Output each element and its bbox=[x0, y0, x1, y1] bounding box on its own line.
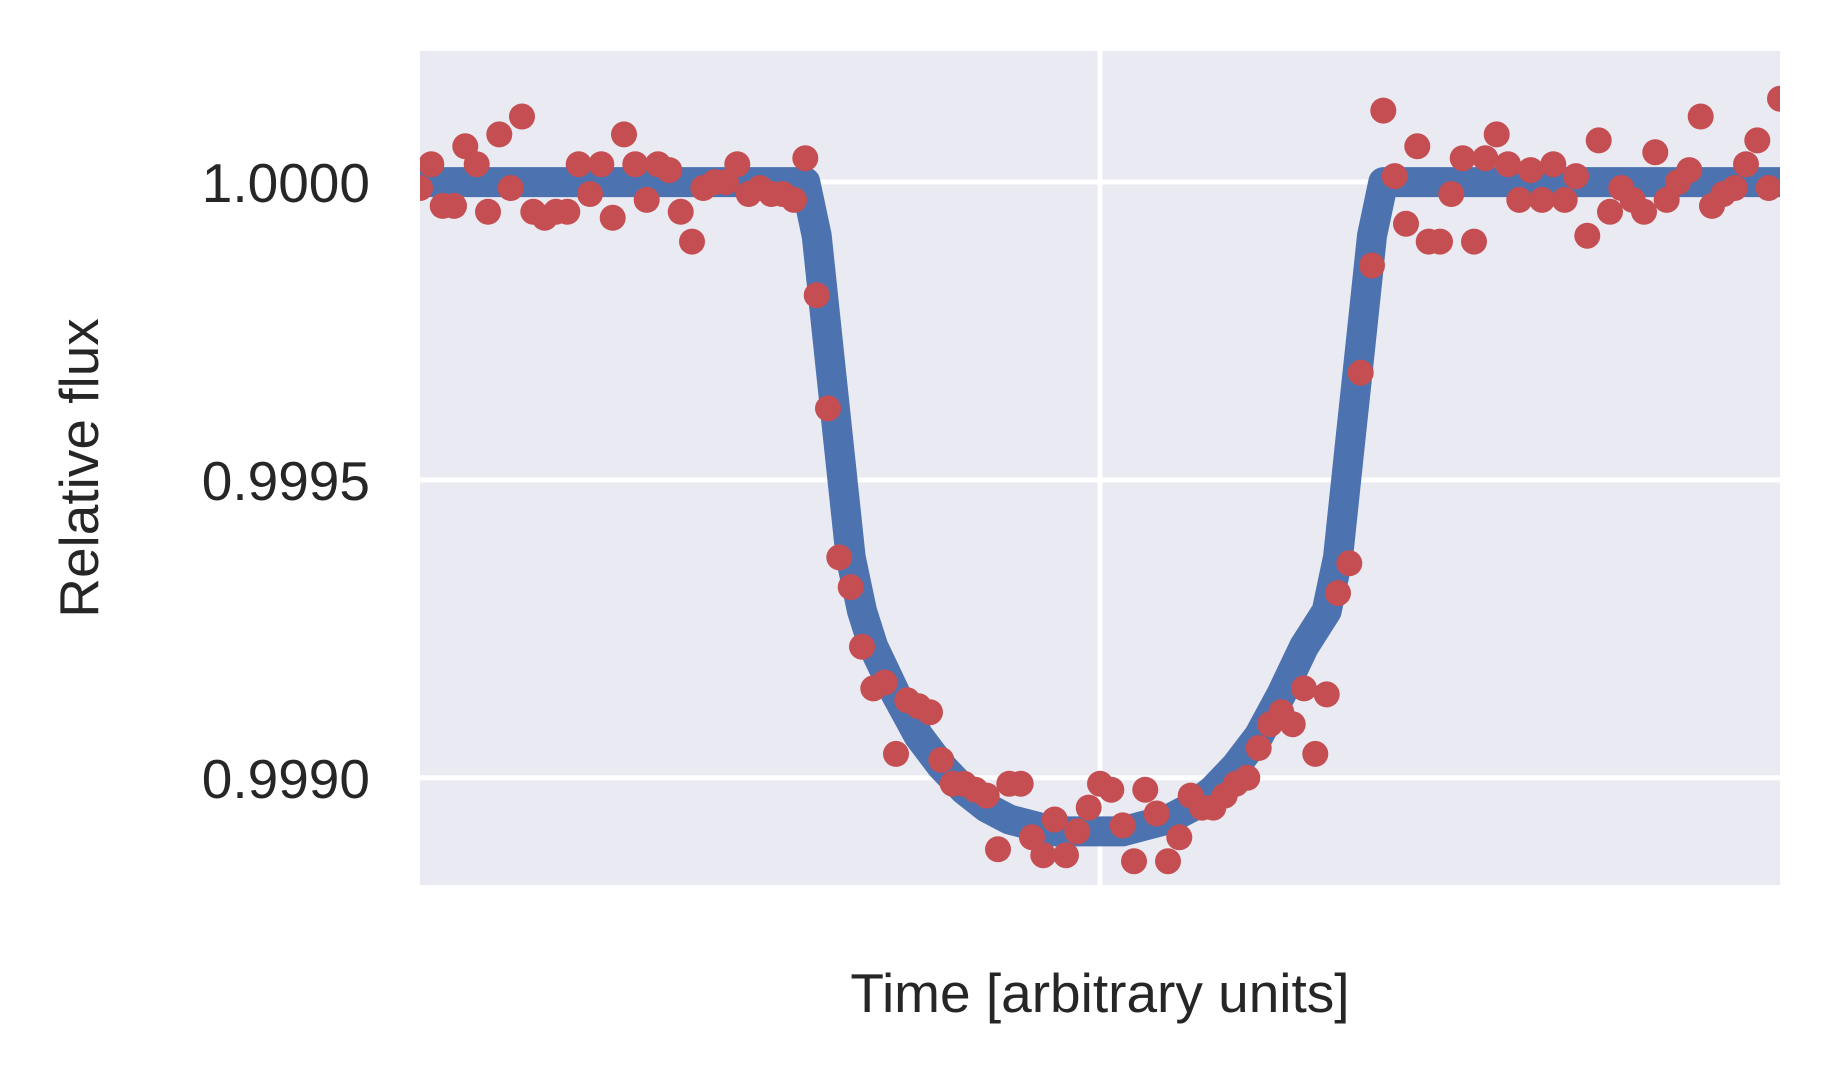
data-point bbox=[1291, 675, 1317, 702]
data-point bbox=[815, 395, 841, 422]
data-point bbox=[475, 198, 501, 225]
data-point bbox=[1245, 735, 1272, 761]
data-point bbox=[1597, 198, 1623, 225]
data-point bbox=[1053, 842, 1079, 869]
data-point bbox=[1030, 842, 1057, 869]
data-point bbox=[1767, 85, 1780, 112]
data-point bbox=[1347, 359, 1374, 386]
data-point bbox=[781, 186, 807, 213]
data-point bbox=[1721, 175, 1748, 201]
data-point bbox=[1495, 151, 1521, 178]
data-point bbox=[1279, 711, 1306, 738]
data-point bbox=[1631, 198, 1657, 225]
data-point bbox=[1313, 681, 1340, 708]
data-points-layer bbox=[420, 85, 1780, 875]
data-point bbox=[1007, 770, 1034, 797]
data-point bbox=[1438, 181, 1465, 207]
data-point bbox=[1336, 550, 1363, 577]
data-point bbox=[1166, 824, 1193, 851]
data-point bbox=[1427, 228, 1453, 255]
data-point bbox=[486, 121, 513, 148]
data-point bbox=[826, 544, 853, 571]
data-point bbox=[1075, 794, 1102, 821]
data-point bbox=[1506, 186, 1533, 213]
data-point bbox=[1551, 186, 1578, 213]
data-point bbox=[1472, 145, 1499, 172]
data-point bbox=[1064, 818, 1091, 845]
data-point bbox=[1755, 175, 1780, 201]
data-point bbox=[667, 198, 694, 225]
data-point bbox=[554, 198, 581, 225]
data-point bbox=[1381, 163, 1408, 190]
data-point bbox=[565, 151, 592, 178]
data-point bbox=[1733, 151, 1759, 178]
data-point bbox=[1109, 812, 1136, 839]
data-point bbox=[1744, 127, 1771, 154]
data-point bbox=[973, 782, 1000, 809]
data-point bbox=[1687, 103, 1714, 130]
y-tick-label: 0.9995 bbox=[202, 450, 370, 512]
data-point bbox=[599, 204, 626, 231]
data-point bbox=[1155, 848, 1181, 875]
data-point bbox=[1529, 186, 1555, 213]
data-point bbox=[1563, 163, 1589, 190]
y-tick-label: 0.9990 bbox=[202, 748, 370, 810]
data-point bbox=[1517, 157, 1544, 184]
data-point bbox=[1449, 145, 1476, 172]
data-point bbox=[1121, 848, 1147, 875]
x-axis-label: Time [arbitrary units] bbox=[850, 962, 1349, 1024]
data-point bbox=[622, 151, 649, 178]
data-point bbox=[463, 151, 490, 178]
data-point bbox=[917, 699, 943, 726]
data-point bbox=[883, 740, 909, 767]
data-point bbox=[1574, 222, 1601, 249]
data-point bbox=[928, 746, 955, 773]
data-point bbox=[1098, 776, 1125, 803]
data-point bbox=[985, 836, 1011, 863]
data-point bbox=[1642, 139, 1669, 166]
data-point bbox=[1143, 800, 1170, 827]
data-point bbox=[1393, 210, 1419, 237]
data-point bbox=[611, 121, 637, 148]
data-point bbox=[577, 181, 603, 207]
data-point bbox=[1676, 157, 1703, 184]
y-tick-label: 1.0000 bbox=[202, 152, 370, 214]
data-point bbox=[420, 175, 433, 201]
data-point bbox=[724, 151, 751, 178]
data-point bbox=[1132, 776, 1159, 803]
data-point bbox=[1325, 580, 1351, 607]
data-point bbox=[1585, 127, 1612, 154]
data-point bbox=[1461, 228, 1487, 255]
data-point bbox=[633, 186, 660, 213]
data-point bbox=[1302, 740, 1329, 767]
data-point bbox=[656, 157, 683, 184]
data-point bbox=[837, 574, 864, 601]
data-point bbox=[509, 103, 535, 130]
data-point bbox=[497, 175, 524, 201]
data-point bbox=[849, 633, 875, 660]
data-point bbox=[1370, 97, 1397, 124]
data-point bbox=[792, 145, 819, 172]
y-tick-labels: 0.9990 0.9995 1.0000 bbox=[202, 152, 370, 810]
data-point bbox=[420, 151, 445, 178]
data-point bbox=[588, 151, 615, 178]
data-point bbox=[1041, 806, 1068, 833]
data-point bbox=[1540, 151, 1567, 178]
data-point bbox=[679, 228, 705, 255]
data-point bbox=[441, 192, 467, 219]
data-point bbox=[1483, 121, 1510, 148]
data-point bbox=[1359, 252, 1385, 279]
data-point bbox=[1404, 133, 1431, 160]
y-axis-label: Relative flux bbox=[48, 318, 110, 618]
data-point bbox=[871, 669, 898, 696]
data-point bbox=[803, 282, 830, 309]
data-point bbox=[1234, 764, 1261, 791]
